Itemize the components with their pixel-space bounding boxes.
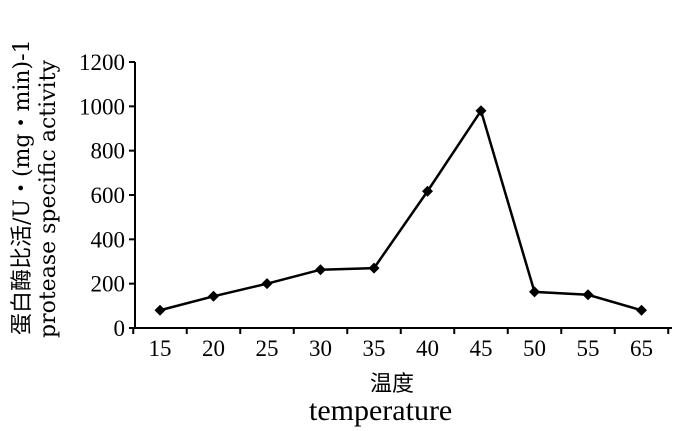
- x-tick-label: 40: [416, 336, 439, 361]
- data-point: [368, 262, 380, 274]
- x-tick-label: 50: [523, 336, 546, 361]
- series-line: [159, 107, 642, 312]
- axes: [134, 62, 672, 329]
- y-tick-label: 800: [91, 139, 126, 164]
- y-tick-label: 400: [91, 227, 126, 252]
- y-tick-label: 0: [114, 316, 126, 341]
- data-point: [422, 185, 433, 197]
- y-tick-label: 600: [91, 183, 126, 208]
- x-tick-label: 30: [309, 336, 332, 361]
- y-tick-label: 1200: [79, 50, 125, 75]
- x-axis-label-chinese: 温度: [370, 372, 415, 397]
- series: [154, 105, 647, 316]
- x-tick-label: 15: [149, 336, 172, 361]
- data-point: [261, 278, 273, 290]
- data-point: [636, 304, 647, 316]
- y-tick-label: 200: [91, 272, 126, 297]
- y-tick-label: 1000: [79, 94, 125, 119]
- data-point: [315, 264, 326, 276]
- data-point: [529, 286, 540, 298]
- data-point: [154, 304, 166, 316]
- x-tick-label: 55: [577, 336, 600, 361]
- y-axis-label-english: protease specific activity: [36, 60, 61, 338]
- x-tick-label: 35: [363, 336, 386, 361]
- data-point: [582, 289, 594, 301]
- x-tick-label: 20: [202, 336, 225, 361]
- y-axis-label-chinese-text: 蛋白酶比活/U・(mg・min)-1: [10, 39, 35, 335]
- y-axis-label-chinese: 蛋白酶比活/U・(mg・min)-1: [4, 39, 36, 335]
- x-tick-label: 65: [630, 336, 653, 361]
- x-tick-label: 25: [256, 336, 279, 361]
- x-axis-label-english: temperature: [309, 394, 453, 427]
- x-tick-label: 45: [470, 336, 493, 361]
- ticks: 0 200 400 600 800 1000 1200 15 20 25 30 35 40 45 50 55 6…: [79, 50, 670, 361]
- data-point: [475, 105, 487, 117]
- data-point: [208, 290, 219, 302]
